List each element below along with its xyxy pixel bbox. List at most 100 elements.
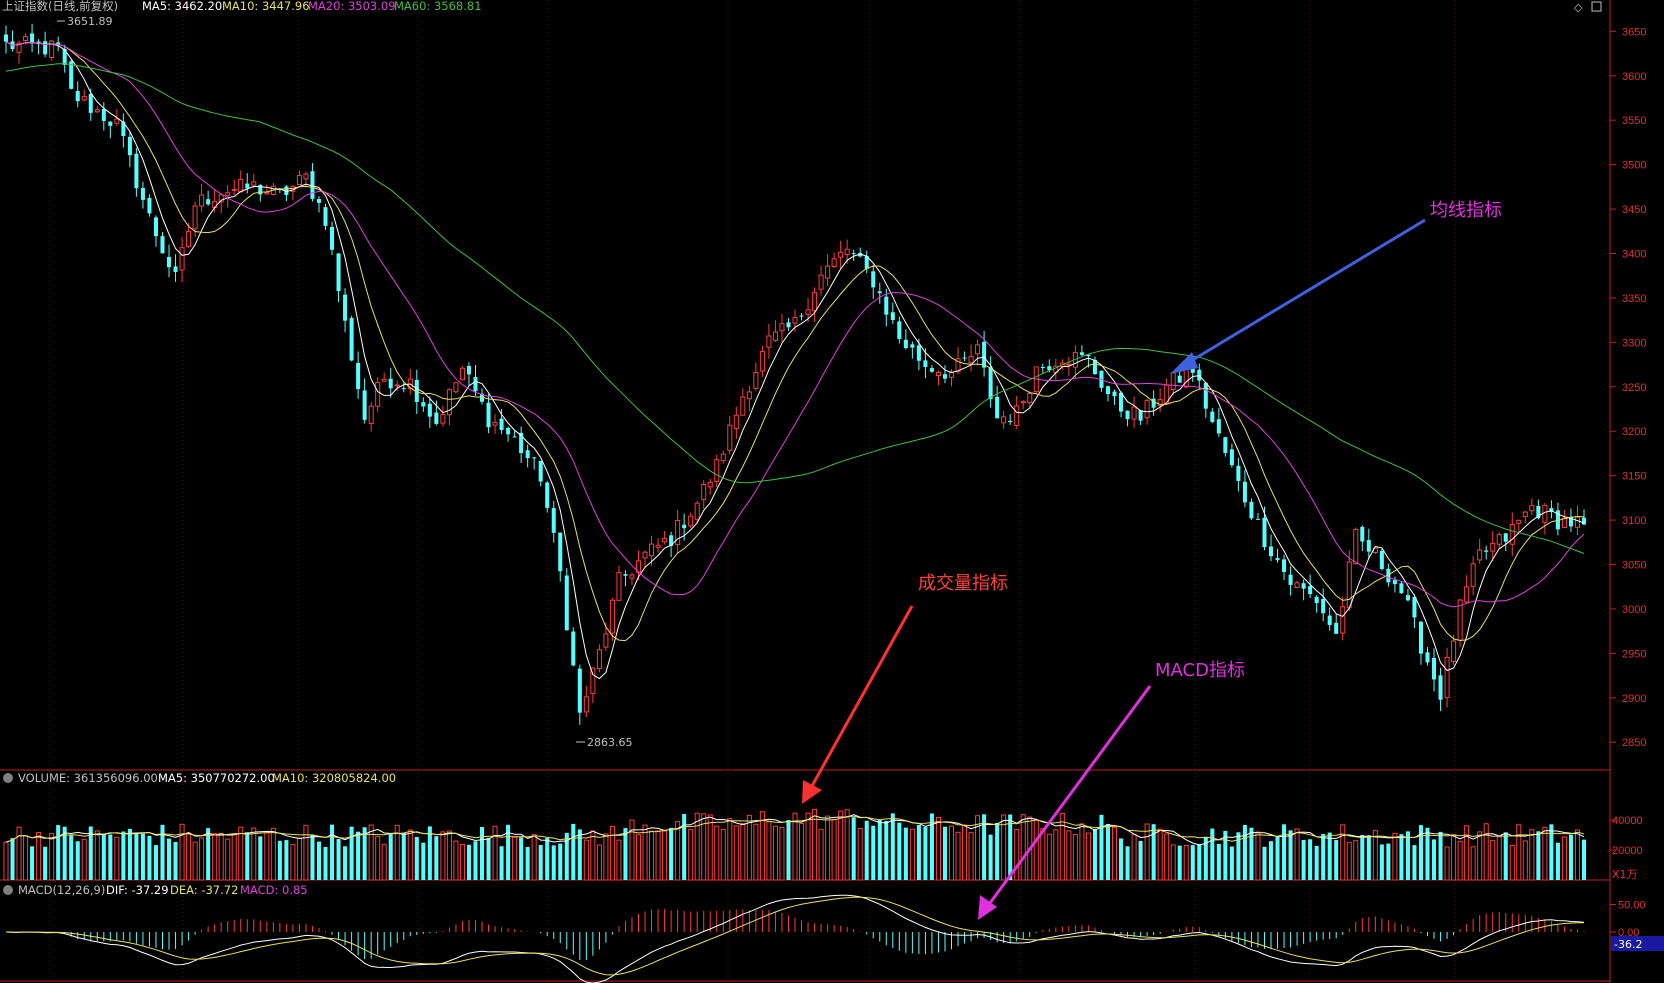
macd-readout: MACD: 0.85 [240, 883, 308, 897]
axis-tick-label: 3100 [1622, 515, 1646, 527]
candle [655, 538, 661, 553]
candle [1581, 509, 1587, 526]
volume-bar [831, 818, 837, 881]
axis-tick-label: 3200 [1622, 426, 1646, 438]
volume-bar [1386, 843, 1391, 880]
volume-bar [160, 824, 165, 880]
volume-bar [218, 832, 224, 881]
volume-bar [512, 836, 518, 881]
candle [303, 171, 309, 188]
volume-bar [1308, 839, 1313, 880]
volume-bar [864, 820, 869, 880]
volume-bar [1236, 832, 1241, 880]
volume-bar [330, 824, 335, 880]
axis-tick-label: 50.00 [1618, 900, 1646, 912]
volume-bar [818, 828, 824, 881]
volume-bar [375, 836, 381, 881]
volume-bar [1203, 836, 1208, 880]
candle [160, 232, 165, 254]
ma60-readout: MA60: 3568.81 [394, 0, 482, 13]
candle [1366, 528, 1371, 560]
volume-bar [995, 823, 1000, 880]
volume-bar [1503, 832, 1508, 880]
volume-bar [1353, 840, 1359, 881]
volume-bar [1555, 842, 1560, 880]
candle [1112, 389, 1117, 405]
volume-bar [245, 832, 250, 880]
volume-bar [75, 841, 80, 880]
volume-bar [296, 837, 302, 881]
volume-bar [1085, 832, 1091, 881]
volume-bar [616, 839, 622, 881]
volume-bar [942, 826, 947, 880]
candle [753, 362, 759, 391]
volume-bar [368, 824, 374, 881]
volume-bar [153, 845, 158, 880]
candle [1079, 345, 1084, 357]
volume-bar [179, 823, 185, 881]
candle [871, 264, 876, 299]
volume-bar [1105, 823, 1111, 880]
volume-bar [1288, 830, 1293, 880]
candle [942, 365, 947, 384]
volume-bar [551, 845, 556, 880]
candle [590, 667, 596, 704]
candle [1242, 469, 1247, 508]
candle [140, 181, 145, 209]
volume-bar [1490, 840, 1496, 881]
volume-bar [362, 827, 367, 880]
volume-bar [199, 837, 205, 881]
volume-bar [316, 841, 322, 880]
candle [662, 530, 668, 545]
candle [688, 512, 694, 528]
volume-bar [1197, 844, 1202, 880]
axis-tick-label: 2850 [1622, 737, 1646, 749]
candle [545, 481, 550, 513]
candle [69, 58, 74, 90]
volume-bar [349, 826, 354, 880]
volume-bar [975, 815, 981, 881]
candle [121, 113, 126, 148]
candle [733, 406, 739, 439]
candle [421, 397, 426, 412]
candle [1008, 414, 1013, 425]
candle [225, 184, 231, 208]
candle [492, 414, 498, 434]
volume-bar [903, 827, 908, 880]
arrow-head-icon [802, 780, 822, 804]
candle [532, 456, 537, 470]
volume-bar [701, 813, 707, 881]
volume-bar [1321, 834, 1326, 880]
volume-bar [662, 830, 668, 881]
volume-bar [1483, 823, 1489, 881]
volume-bar [270, 827, 276, 881]
candlestick-series [3, 23, 1587, 725]
collapse-icon[interactable] [3, 773, 13, 783]
ma10-line [5, 41, 1585, 642]
candle [186, 223, 192, 249]
candle [199, 183, 205, 212]
volume-bar [890, 813, 895, 880]
maximize-icon[interactable] [1591, 1, 1602, 12]
volume-bar [134, 832, 139, 880]
ma20-readout: MA20: 3503.09 [308, 0, 396, 13]
volume-bar [1059, 812, 1065, 881]
candle [323, 203, 328, 230]
candle [1464, 575, 1470, 604]
volume-bar [166, 838, 172, 880]
volume-bar [982, 814, 987, 880]
candle [1444, 647, 1450, 708]
diamond-icon[interactable]: ◇ [1574, 1, 1583, 14]
volume-bar [1229, 846, 1234, 880]
volume-bar [825, 815, 831, 881]
arrow-head-icon [1170, 352, 1198, 374]
candle [479, 388, 485, 405]
volume-bar [694, 812, 700, 881]
volume-bar [884, 820, 889, 880]
volume-bar [381, 843, 387, 881]
volume-bar [1301, 840, 1306, 880]
candle [108, 121, 113, 139]
collapse-icon[interactable] [3, 885, 13, 895]
candle [831, 252, 837, 269]
